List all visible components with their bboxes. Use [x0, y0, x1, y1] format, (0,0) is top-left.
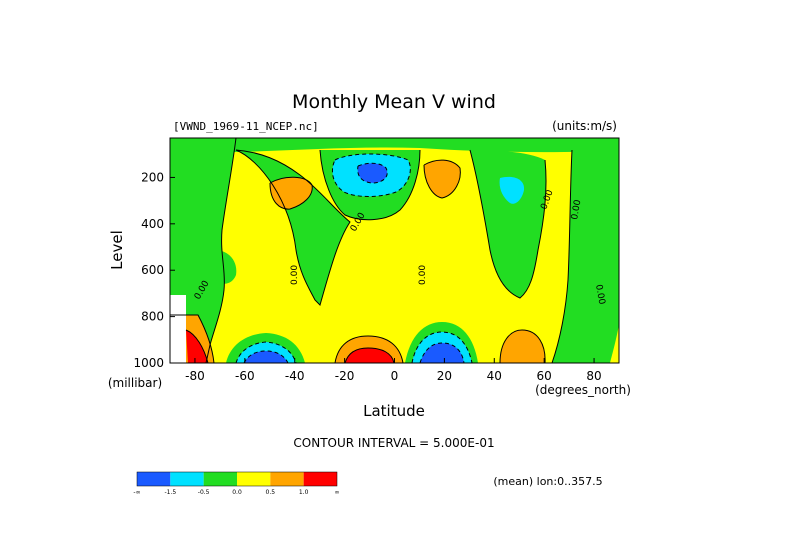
contour-surface-south-a: [235, 341, 297, 363]
contour-zero-left: [205, 138, 237, 363]
x-tick-label: 20: [437, 369, 452, 383]
positive-region-surface-equator-red: [345, 348, 394, 363]
x-tick-label: 40: [487, 369, 502, 383]
negative-region-upper-band: [170, 138, 619, 153]
contour-orange-south: [269, 176, 313, 210]
contour-lines: [170, 138, 573, 363]
colorbar-frame: [136, 471, 338, 487]
y-axis-title: Level: [108, 230, 126, 270]
colorbar-tick-label: -∞: [133, 489, 140, 496]
negative-region-aloft-blue: [357, 163, 388, 183]
contour-interval-text: CONTOUR INTERVAL = 5.000E-01: [293, 436, 494, 450]
y-tick-label: 400: [141, 217, 164, 231]
colorbar-swatch: [137, 472, 171, 486]
negative-region-north-cyan: [499, 176, 525, 204]
contour-red-equator: [344, 347, 395, 363]
contour-label: 0.00: [418, 265, 428, 285]
contour-zero-equator: [319, 149, 421, 221]
chart-title: Monthly Mean V wind: [292, 91, 496, 113]
x-tick-label: 0: [391, 369, 399, 383]
negative-region-surface-north-blue: [420, 343, 464, 363]
negative-region-left: [170, 138, 236, 363]
positive-region-north-aloft-orange: [424, 160, 461, 198]
negative-region-north: [470, 150, 547, 298]
contour-aloft-b: [357, 162, 388, 184]
colorbar-tick-label: 0.5: [266, 489, 276, 496]
y-tick-label: 200: [141, 170, 164, 184]
x-tick-label: -80: [185, 369, 205, 383]
colorbar-swatch: [170, 472, 204, 486]
contour-surface-south-b: [243, 350, 289, 363]
x-tick-label: -20: [335, 369, 355, 383]
contour-zero-north: [469, 149, 547, 299]
y-units-label: (millibar): [108, 376, 162, 390]
colorbar-tick-label: ∞: [335, 489, 340, 496]
contour-label: 0.00: [593, 284, 606, 306]
x-units-label: (degrees_north): [535, 383, 631, 397]
contour-surface-north-a: [411, 331, 473, 363]
colorbar-tick-label: 0.0: [232, 489, 242, 496]
contour-label: 0.00: [290, 265, 300, 285]
y-tick-label: 800: [141, 310, 164, 324]
positive-region-surface-north-orange: [500, 330, 546, 363]
colorbar-swatch: [303, 472, 337, 486]
colorbar: -∞ -1.5 -0.5 0.0 0.5 1.0 ∞: [133, 471, 340, 496]
missing-data-region: [170, 295, 186, 363]
y-tick-label: 600: [141, 263, 164, 277]
y-tick-label: 1000: [133, 356, 164, 370]
y-axis: 200 400 600 800 1000: [133, 170, 175, 370]
contour-zero-mid-south: [235, 149, 351, 306]
negative-region-surface-south-blue: [244, 351, 288, 363]
contour-orange-north-surface: [499, 329, 546, 363]
contour-labels: 0.00 0.00 0.00 0.00 0.00 0.00 0.00: [193, 189, 606, 306]
contour-plot-area: 0.00 0.00 0.00 0.00 0.00 0.00 0.00: [170, 138, 619, 363]
colorbar-tick-label: -0.5: [198, 489, 210, 496]
x-tick-label: -40: [285, 369, 305, 383]
x-tick-label: -60: [235, 369, 255, 383]
mean-longitude-text: (mean) lon:0..357.5: [493, 475, 602, 488]
colorbar-tick-label: 1.0: [299, 489, 309, 496]
negative-region-mid-south: [236, 150, 350, 305]
colorbar-swatch: [270, 472, 304, 486]
contour-zero-polar-north: [551, 149, 573, 363]
contour-south-pole-red: [185, 329, 209, 363]
positive-region-south-orange: [270, 177, 313, 210]
x-axis: -80 -60 -40 -20 0 20 40 60 80: [185, 358, 602, 383]
negative-region-small-south: [216, 250, 237, 284]
colorbar-swatch: [237, 472, 271, 486]
positive-region-south-pole-red: [186, 330, 208, 363]
x-axis-title: Latitude: [363, 402, 425, 420]
contour-aloft-a: [331, 153, 411, 197]
x-tick-label: 80: [586, 369, 601, 383]
contour-orange-equator: [334, 335, 404, 363]
contour-surface-north-b: [419, 342, 465, 363]
dataset-label: [VWND_1969-11_NCEP.nc]: [173, 120, 319, 133]
x-tick-label: 60: [537, 369, 552, 383]
colorbar-swatch: [203, 472, 237, 486]
negative-region-polar-north: [552, 150, 619, 363]
contour-orange-north: [423, 159, 461, 199]
contour-south-pole: [170, 314, 215, 363]
units-label: (units:m/s): [552, 119, 617, 133]
contour-label: 0.00: [570, 199, 583, 221]
colorbar-tick-label: -1.5: [164, 489, 176, 496]
